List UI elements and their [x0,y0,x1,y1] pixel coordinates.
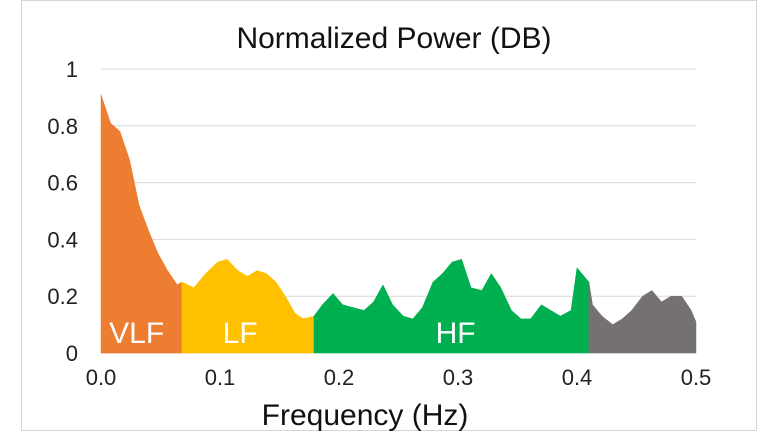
x-tick-label: 0.1 [205,365,236,390]
y-tick-label: 1 [66,57,78,82]
x-tick-label: 0.4 [562,365,593,390]
area-vlf-band [100,94,183,354]
y-tick-label: 0.4 [47,227,78,252]
y-tick-label: 0.6 [47,171,78,196]
chart-frame: VLF LF HF 0.0 0.1 0.2 0.3 0.4 0.5 0 0.2 0.4 0.6 0.8… [21,0,757,432]
band-labels: VLF LF HF [109,317,475,350]
area-lf-band [181,259,315,354]
area-hf-band [313,258,590,354]
area-upper-band [588,281,697,354]
x-tick-label: 0.2 [324,365,355,390]
y-tick-label: 0.2 [47,284,78,309]
chart-title: Normalized Power (DB) [236,22,551,55]
normalized-power-chart: VLF LF HF 0.0 0.1 0.2 0.3 0.4 0.5 0 0.2 0.4 0.6 0.8… [47,22,712,432]
band-label-vlf: VLF [109,317,164,350]
x-tick-label: 0.0 [86,365,117,390]
band-label-lf: LF [223,317,258,350]
band-label-hf: HF [436,317,476,350]
x-tick-label: 0.5 [681,365,712,390]
x-axis-title: Frequency (Hz) [262,399,469,432]
y-tick-label: 0 [66,341,78,366]
y-tick-label: 0.8 [47,114,78,139]
x-tick-labels: 0.0 0.1 0.2 0.3 0.4 0.5 [86,365,712,390]
spectrum-areas [100,94,697,354]
y-tick-labels: 0 0.2 0.4 0.6 0.8 1 [47,57,78,366]
x-tick-label: 0.3 [443,365,474,390]
